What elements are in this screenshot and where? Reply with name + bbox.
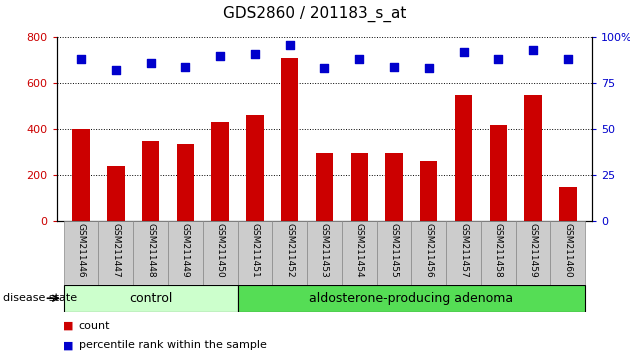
Text: GSM211459: GSM211459: [529, 223, 537, 278]
Point: [146, 60, 156, 66]
Point: [215, 53, 225, 58]
Bar: [490, 125, 507, 221]
Text: GSM211446: GSM211446: [76, 223, 86, 278]
Point: [180, 64, 190, 69]
Bar: [481, 221, 516, 285]
Bar: [516, 221, 551, 285]
Point: [250, 51, 260, 57]
Bar: [246, 115, 263, 221]
Text: GSM211452: GSM211452: [285, 223, 294, 278]
Bar: [446, 221, 481, 285]
Bar: [411, 221, 446, 285]
Text: disease state: disease state: [3, 293, 77, 303]
Text: ■: ■: [63, 340, 74, 350]
Bar: [238, 285, 585, 312]
Point: [424, 65, 434, 71]
Point: [76, 56, 86, 62]
Text: GSM211453: GSM211453: [320, 223, 329, 278]
Bar: [386, 153, 403, 221]
Bar: [350, 153, 368, 221]
Bar: [72, 129, 89, 221]
Bar: [203, 221, 238, 285]
Bar: [272, 221, 307, 285]
Bar: [176, 144, 194, 221]
Point: [111, 68, 121, 73]
Point: [285, 42, 295, 47]
Bar: [168, 221, 203, 285]
Point: [493, 56, 503, 62]
Point: [459, 49, 469, 55]
Text: count: count: [79, 321, 110, 331]
Bar: [559, 187, 576, 221]
Text: GSM211458: GSM211458: [494, 223, 503, 278]
Text: GSM211451: GSM211451: [250, 223, 260, 278]
Point: [528, 47, 538, 53]
Bar: [307, 221, 342, 285]
Bar: [64, 221, 98, 285]
Bar: [142, 141, 159, 221]
Text: GSM211460: GSM211460: [563, 223, 573, 278]
Text: GDS2860 / 201183_s_at: GDS2860 / 201183_s_at: [223, 5, 407, 22]
Text: GSM211454: GSM211454: [355, 223, 364, 278]
Point: [354, 56, 364, 62]
Bar: [377, 221, 411, 285]
Point: [389, 64, 399, 69]
Bar: [281, 58, 299, 221]
Text: aldosterone-producing adenoma: aldosterone-producing adenoma: [309, 292, 513, 305]
Point: [563, 56, 573, 62]
Bar: [342, 221, 377, 285]
Text: GSM211448: GSM211448: [146, 223, 155, 278]
Bar: [420, 161, 437, 221]
Bar: [133, 221, 168, 285]
Text: control: control: [129, 292, 172, 305]
Bar: [212, 122, 229, 221]
Text: ■: ■: [63, 321, 74, 331]
Text: GSM211450: GSM211450: [215, 223, 225, 278]
Text: GSM211456: GSM211456: [424, 223, 433, 278]
Bar: [551, 221, 585, 285]
Text: percentile rank within the sample: percentile rank within the sample: [79, 340, 266, 350]
Text: GSM211447: GSM211447: [112, 223, 120, 278]
Bar: [524, 95, 542, 221]
Bar: [316, 153, 333, 221]
Text: GSM211449: GSM211449: [181, 223, 190, 278]
Bar: [107, 166, 125, 221]
Text: GSM211457: GSM211457: [459, 223, 468, 278]
Point: [319, 65, 329, 71]
Bar: [455, 95, 472, 221]
Bar: [238, 221, 272, 285]
Bar: [64, 285, 238, 312]
Text: GSM211455: GSM211455: [389, 223, 399, 278]
Bar: [98, 221, 133, 285]
